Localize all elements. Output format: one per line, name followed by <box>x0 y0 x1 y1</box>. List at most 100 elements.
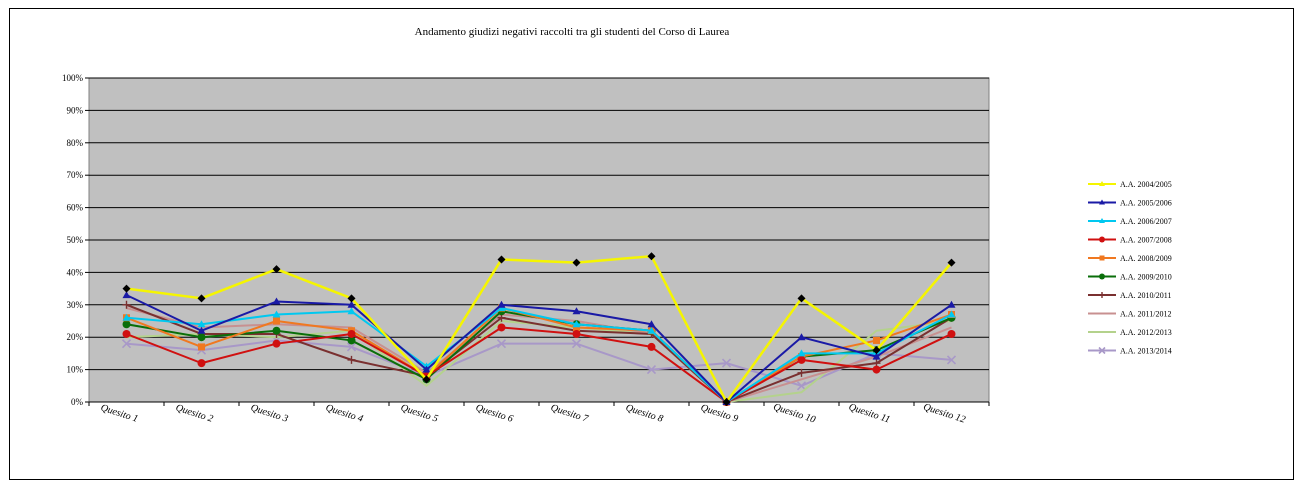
data-point-marker <box>572 329 581 338</box>
line-chart: Andamento giudizi negativi raccolti tra … <box>62 26 1172 426</box>
data-point-marker <box>197 326 206 334</box>
legend-item: A.A. 2009/2010 <box>1088 273 1172 282</box>
data-point-marker <box>572 307 581 315</box>
data-point-marker <box>197 294 206 303</box>
y-tick-label: 30% <box>67 300 84 310</box>
x-tick-label: Quesito 8 <box>624 402 664 424</box>
y-tick-label: 60% <box>67 203 84 213</box>
legend-label: A.A. 2010/2011 <box>1120 291 1171 300</box>
data-point-marker <box>197 359 206 368</box>
data-point-marker <box>646 365 657 375</box>
data-point-marker <box>122 300 131 309</box>
legend-label: A.A. 2008/2009 <box>1120 254 1172 263</box>
y-tick-label: 20% <box>67 332 84 342</box>
data-point-marker <box>122 284 131 293</box>
legend-label: A.A. 2004/2005 <box>1120 180 1172 189</box>
x-axis-ticks: Quesito 1 Quesito 2 Quesito 3 Quesito 4 Ques… <box>88 402 990 426</box>
data-point-marker <box>122 313 131 321</box>
data-point-marker <box>346 342 357 352</box>
data-point-marker <box>872 365 881 374</box>
data-point-marker <box>797 294 806 303</box>
legend-item: A.A. 2006/2007 <box>1088 217 1172 226</box>
x-tick-label: Quesito 1 <box>99 402 139 424</box>
data-point-marker <box>1099 218 1105 223</box>
legend-item: A.A. 2010/2011 <box>1088 291 1171 300</box>
data-point-marker <box>347 336 356 345</box>
data-point-marker <box>647 320 656 328</box>
series-1 <box>122 252 956 406</box>
y-tick-label: 80% <box>67 138 84 148</box>
data-point-marker <box>1099 273 1105 280</box>
data-point-marker <box>197 320 206 328</box>
data-point-marker <box>1098 346 1106 355</box>
series-line <box>126 339 952 387</box>
legend-item: A.A. 2013/2014 <box>1088 347 1172 356</box>
x-tick-label: Quesito 12 <box>922 402 967 426</box>
data-point-marker <box>272 339 281 348</box>
data-point-marker <box>571 339 582 349</box>
legend-label: A.A. 2006/2007 <box>1120 217 1172 226</box>
data-point-marker <box>497 255 506 264</box>
data-point-marker <box>496 339 507 349</box>
data-point-marker <box>197 333 206 342</box>
data-point-marker <box>272 265 281 274</box>
legend: A.A. 2004/2005 A.A. 2005/2006 A.A. 2006/20… <box>1088 180 1172 356</box>
data-point-marker <box>497 323 506 332</box>
data-point-marker <box>1099 292 1105 298</box>
x-tick-label: Quesito 10 <box>772 402 817 426</box>
data-point-marker <box>872 346 881 355</box>
data-point-marker <box>422 365 431 373</box>
data-point-marker <box>347 329 356 338</box>
y-tick-label: 50% <box>67 235 84 245</box>
y-tick-label: 0% <box>71 397 84 407</box>
data-point-marker <box>722 398 731 406</box>
legend-item: A.A. 2012/2013 <box>1088 328 1172 337</box>
data-point-marker <box>272 326 281 335</box>
data-point-marker <box>122 291 131 299</box>
data-point-marker <box>122 329 131 338</box>
data-point-marker <box>572 258 581 267</box>
data-point-marker <box>272 297 281 305</box>
data-point-marker <box>272 310 281 318</box>
data-point-marker <box>647 252 656 261</box>
y-tick-label: 10% <box>67 365 84 375</box>
data-point-marker <box>422 375 431 384</box>
x-tick-label: Quesito 6 <box>474 402 514 424</box>
data-point-marker <box>797 349 806 357</box>
data-point-marker <box>947 258 956 267</box>
data-point-marker <box>273 317 280 325</box>
data-point-marker <box>121 339 132 349</box>
y-tick-label: 100% <box>62 73 84 83</box>
data-point-marker <box>347 294 356 303</box>
y-tick-label: 90% <box>67 105 84 115</box>
x-tick-label: Quesito 7 <box>549 402 590 425</box>
y-axis-ticks: 0% 10% 20% 30% 40% 50% 60% 70% 80% 90% 100% <box>62 73 89 407</box>
legend-item: A.A. 2007/2008 <box>1088 236 1172 245</box>
data-point-marker <box>947 300 956 308</box>
data-point-marker <box>647 326 656 334</box>
data-point-marker <box>797 333 806 341</box>
x-tick-label: Quesito 3 <box>249 402 289 424</box>
series-line <box>126 294 953 403</box>
legend-label: A.A. 2005/2006 <box>1120 199 1172 208</box>
series-line <box>126 326 952 403</box>
data-point-marker <box>198 343 205 351</box>
y-tick-label: 40% <box>67 267 84 277</box>
data-point-marker <box>647 342 656 351</box>
legend-label: A.A. 2013/2014 <box>1120 347 1172 356</box>
data-point-marker <box>347 307 356 315</box>
data-point-marker <box>1099 255 1105 261</box>
data-point-marker <box>796 381 807 391</box>
legend-label: A.A. 2009/2010 <box>1120 273 1172 282</box>
data-point-marker <box>797 368 806 377</box>
series-layer <box>121 252 957 406</box>
series-line <box>126 303 953 403</box>
data-point-marker <box>1099 236 1105 243</box>
data-point-marker <box>872 352 881 360</box>
data-point-marker <box>947 310 956 318</box>
data-point-marker <box>572 320 581 328</box>
legend-label: A.A. 2012/2013 <box>1120 328 1172 337</box>
series-line <box>126 307 952 403</box>
data-point-marker <box>347 300 356 308</box>
data-point-marker <box>1099 181 1105 186</box>
